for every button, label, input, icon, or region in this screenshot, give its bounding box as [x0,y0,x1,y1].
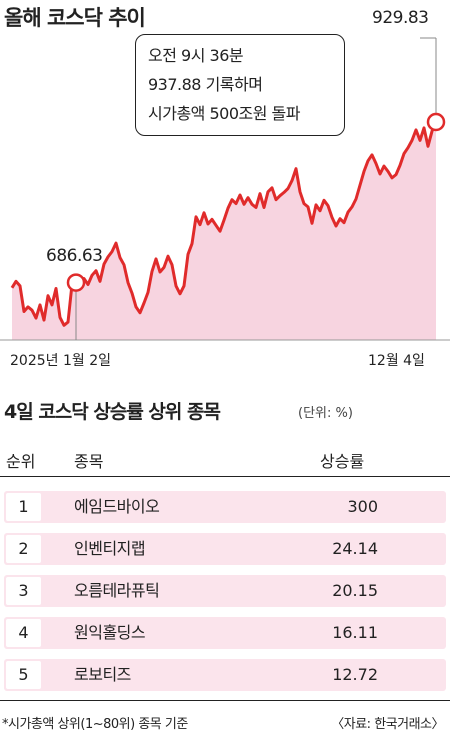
source-note: 〈자료: 한국거래소〉 [331,717,444,732]
footnote: *시가총액 상위(1~80위) 종목 기준 [2,717,188,732]
rank-cell: 4 [6,619,41,647]
rank-cell: 5 [6,661,41,689]
table-row: 5 로보티즈 12.72 [4,659,446,691]
table-bottom-divider [0,700,450,701]
rate-value: 300 [347,497,378,516]
stock-name: 오름테라퓨틱 [74,581,160,600]
kosdaq-line-chart [0,37,450,341]
table-unit: (단위: %) [298,406,353,421]
table-row: 2 인벤티지랩 24.14 [4,533,446,565]
header-rank: 순위 [6,452,36,471]
table-title: 4일 코스닥 상승률 상위 종목 [4,401,221,423]
header-divider [0,476,450,477]
rank-cell: 2 [6,535,41,563]
stock-name: 원익홀딩스 [74,623,146,642]
x-start-label: 2025년 1월 2일 [10,353,111,369]
start-point-marker [66,273,86,292]
chart-title: 올해 코스닥 추이 [4,6,146,30]
table-row: 1 에임드바이오 300 [4,491,446,523]
table-row: 4 원익홀딩스 16.11 [4,617,446,649]
callout-box: 오전 9시 36분 937.88 기록하며 시가총액 500조원 돌파 [135,34,345,136]
rank-cell: 3 [6,577,41,605]
rate-value: 16.11 [332,623,378,642]
rate-value: 24.14 [332,539,378,558]
header-name: 종목 [74,452,104,471]
stock-name: 로보티즈 [74,665,131,684]
header-rate: 상승률 [320,452,365,471]
rate-value: 12.72 [332,665,378,684]
stock-name: 에임드바이오 [74,497,160,516]
rate-value: 20.15 [332,581,378,600]
stock-name: 인벤티지랩 [74,539,146,558]
start-value-label: 686.63 [46,246,103,266]
rank-cell: 1 [6,493,41,521]
area-fill [12,122,436,340]
callout-line-2: 937.88 기록하며 [148,75,263,94]
x-end-label: 12월 4일 [368,353,425,369]
end-value-label: 929.83 [372,8,429,28]
callout-line-1: 오전 9시 36분 [148,46,244,65]
callout-line-3: 시가총액 500조원 돌파 [148,104,300,123]
end-point-marker [426,112,446,132]
table-row: 3 오름테라퓨틱 20.15 [4,575,446,607]
